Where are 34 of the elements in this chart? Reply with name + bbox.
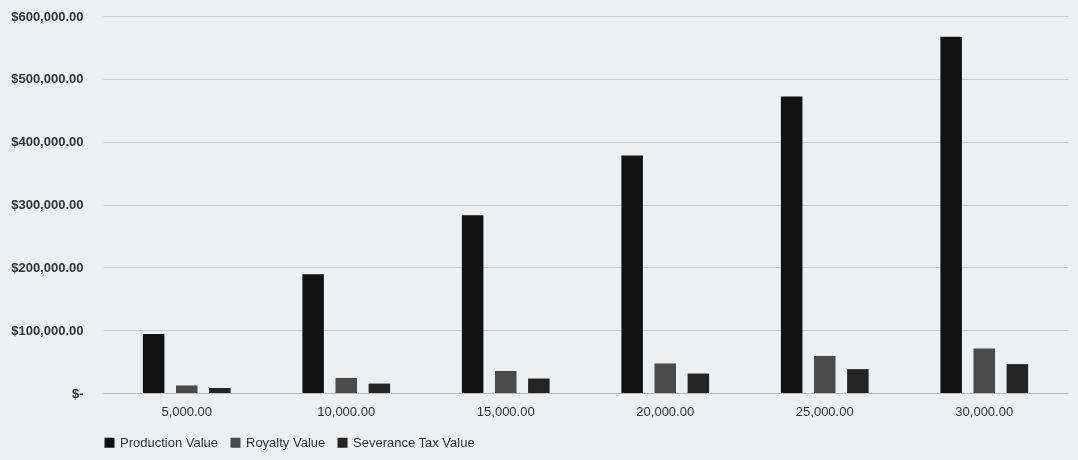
bar <box>175 385 198 393</box>
bar <box>940 36 962 393</box>
bar <box>687 373 710 393</box>
bar <box>335 377 357 393</box>
x-tick-label: 25,000.00 <box>795 403 854 419</box>
x-tick-label: 15,000.00 <box>476 403 535 419</box>
bar <box>528 378 550 393</box>
y-tick-label: $300,000.00 <box>11 197 84 212</box>
legend-label: Royalty Value <box>246 434 326 450</box>
y-tick-label: $100,000.00 <box>11 322 84 338</box>
y-tick-label: $- <box>71 385 84 401</box>
bar <box>654 363 677 393</box>
y-tick-label: $400,000.00 <box>11 134 84 150</box>
bar <box>142 333 165 393</box>
y-tick-label: $200,000.00 <box>11 259 84 275</box>
bar <box>621 155 643 393</box>
y-tick-label: $600,000.00 <box>11 8 84 24</box>
bar <box>1006 364 1029 393</box>
bar <box>209 387 231 393</box>
x-tick-label: 30,000.00 <box>955 403 1014 419</box>
x-tick-label: 5,000.00 <box>161 403 213 419</box>
bar <box>973 348 996 393</box>
bar <box>368 383 391 393</box>
bar <box>494 371 517 393</box>
x-tick-label: 10,000.00 <box>317 403 376 419</box>
bar <box>847 369 869 393</box>
legend-label: Production Value <box>120 434 219 450</box>
bar <box>780 96 803 393</box>
bar <box>302 274 324 393</box>
x-tick-label: 20,000.00 <box>636 403 695 419</box>
legend-label: Severance Tax Value <box>353 434 475 450</box>
y-tick-label: $500,000.00 <box>11 71 84 87</box>
bar <box>461 215 484 393</box>
bar <box>814 355 836 393</box>
